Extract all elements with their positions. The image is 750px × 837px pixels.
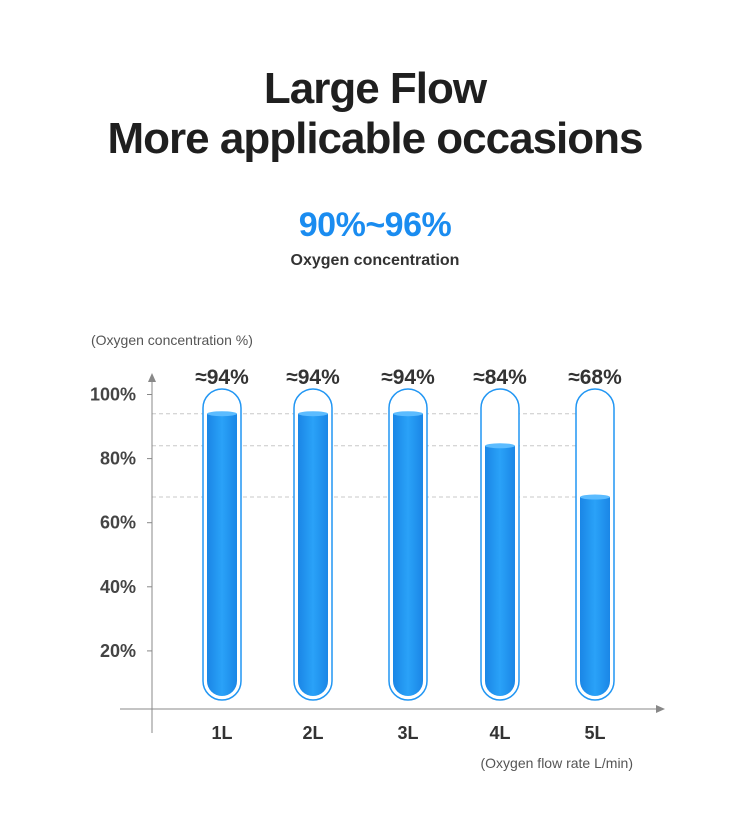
bar — [207, 413, 237, 696]
liquid-surface — [298, 411, 328, 417]
liquid-surface — [580, 494, 610, 500]
y-tick-label: 100% — [90, 385, 136, 405]
tubes: ≈94% ≈94% ≈94% ≈84% ≈68% — [195, 366, 622, 701]
liquid-surface — [207, 411, 237, 417]
value-label: ≈94% — [381, 366, 435, 389]
tube-4L — [480, 388, 520, 701]
x-axis-label: (Oxygen flow rate L/min) — [481, 755, 634, 771]
value-label: ≈68% — [568, 366, 622, 389]
y-axis-arrow — [148, 373, 156, 382]
x-tick-label: 3L — [397, 723, 418, 743]
headline-line2: More applicable occasions — [107, 114, 644, 163]
bar — [485, 445, 515, 696]
tube-1L — [202, 388, 242, 701]
x-tick-label: 5L — [584, 723, 605, 743]
y-tick-label: 40% — [100, 577, 136, 597]
tube-2L — [293, 388, 333, 701]
liquid-surface — [393, 411, 423, 417]
concentration-range-label: Oxygen concentration — [290, 252, 460, 269]
tube-3L — [388, 388, 428, 701]
axes — [120, 373, 665, 733]
y-axis-label: (Oxygen concentration %) — [91, 332, 253, 348]
value-label: ≈94% — [195, 366, 249, 389]
headline-line1: Large Flow — [263, 64, 487, 113]
y-ticks: 20% 40% 60% 80% 100% — [90, 385, 152, 661]
liquid-surface — [485, 443, 515, 449]
tube-5L — [575, 388, 615, 701]
y-tick-label: 80% — [100, 449, 136, 469]
y-tick-label: 20% — [100, 641, 136, 661]
bar — [298, 413, 328, 696]
x-tick-label: 4L — [489, 723, 510, 743]
bar — [393, 413, 423, 696]
reference-lines — [152, 413, 600, 498]
concentration-range: 90%~96% — [298, 206, 452, 244]
value-label: ≈94% — [286, 366, 340, 389]
x-ticks: 1L 2L 3L 4L 5L — [211, 723, 605, 743]
bar — [580, 497, 610, 696]
x-tick-label: 2L — [302, 723, 323, 743]
x-axis-arrow — [656, 705, 665, 713]
x-tick-label: 1L — [211, 723, 232, 743]
value-label: ≈84% — [473, 366, 527, 389]
y-tick-label: 60% — [100, 513, 136, 533]
